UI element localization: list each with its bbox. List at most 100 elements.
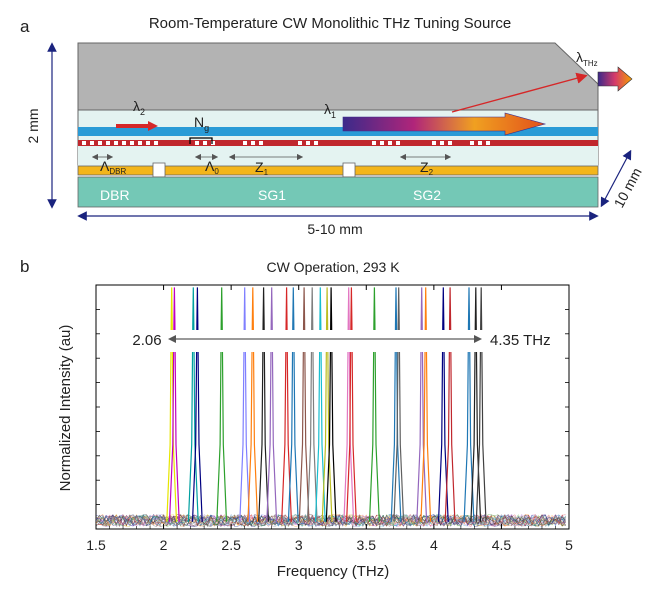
section-dbr-label: DBR <box>100 187 130 203</box>
lower-cladding <box>78 146 598 166</box>
grating-gap <box>486 141 490 145</box>
electrode-gap-2 <box>342 162 356 178</box>
grating-gap <box>138 141 142 145</box>
top-block <box>77 42 599 111</box>
panel-a-title: Room-Temperature CW Monolithic THz Tunin… <box>149 15 511 32</box>
grating-gap <box>470 141 474 145</box>
tuning-low-label: 2.06 <box>132 332 161 349</box>
peak-line <box>306 287 318 522</box>
peak-line <box>416 287 428 522</box>
peak-line <box>420 287 432 522</box>
noise-trace <box>95 513 566 528</box>
grating-gap <box>432 141 436 145</box>
section-sg1-label: SG1 <box>258 187 286 203</box>
grating-gaps <box>82 141 490 145</box>
grating-gap <box>298 141 302 145</box>
thz-emission-line <box>451 72 588 113</box>
grating-gap <box>106 141 110 145</box>
section-sg2-label: SG2 <box>413 187 441 203</box>
y-axis-ticks <box>96 308 569 506</box>
height-label: 2 mm <box>25 109 41 144</box>
x-axis-ticks: 1.5 2 2.5 3 3.5 4 4.5 5 <box>86 285 573 553</box>
grating-gap <box>130 141 134 145</box>
grating-gap <box>195 141 199 145</box>
peak-line <box>281 287 292 522</box>
peak-line <box>187 287 199 522</box>
grating-gap <box>243 141 247 145</box>
noise-floor <box>95 513 566 528</box>
lambda-dbr-label: ΛDBR <box>100 158 126 176</box>
grating-gap <box>259 141 263 145</box>
x-tick-label: 4.5 <box>492 537 512 553</box>
width-dimension-arrow <box>600 149 632 208</box>
peak-line <box>298 287 310 522</box>
peak-line <box>475 287 487 522</box>
x-tick-label: 4 <box>430 537 438 553</box>
x-tick-label: 3.5 <box>357 537 377 553</box>
grating-gap <box>90 141 94 145</box>
lambda1-beam <box>342 112 547 136</box>
noise-trace <box>95 513 566 527</box>
peak-line <box>463 287 475 522</box>
tuning-high-label: 4.35 THz <box>490 332 551 349</box>
grating-gap <box>314 141 318 145</box>
chart-title: CW Operation, 293 K <box>266 259 400 275</box>
grating-gap <box>380 141 384 145</box>
thz-output-arrow <box>597 66 633 92</box>
ng-bracket <box>189 137 213 144</box>
grating-gap <box>440 141 444 145</box>
noise-trace <box>95 513 566 528</box>
x-tick-label: 3 <box>295 537 303 553</box>
length-label: 5-10 mm <box>307 221 362 237</box>
ng-label: Ng <box>194 114 209 133</box>
grating-gap <box>82 141 86 145</box>
lambda-thz-label: λTHz <box>576 49 598 68</box>
peak-line <box>287 287 299 522</box>
grating-gap <box>372 141 376 145</box>
lambda0-label: Λ0 <box>205 158 219 176</box>
y-axis-label: Normalized Intensity (au) <box>57 325 74 492</box>
x-tick-label: 2.5 <box>221 537 241 553</box>
grating-layer <box>78 140 598 146</box>
grating-gap <box>448 141 452 145</box>
peak-line <box>393 287 405 522</box>
peak-line <box>368 287 380 522</box>
peak-line <box>321 287 333 522</box>
grating-gap <box>306 141 310 145</box>
grating-gap <box>122 141 126 145</box>
grating-gap <box>388 141 392 145</box>
grating-gap <box>98 141 102 145</box>
panel-a-label: a <box>20 17 30 36</box>
lambda2-arrow <box>116 121 158 131</box>
peak-line <box>191 287 203 522</box>
peak-line <box>470 287 482 522</box>
lambda2-label: λ2 <box>133 98 145 117</box>
tuning-range-backdrop <box>126 330 546 352</box>
x-tick-label: 2 <box>160 537 168 553</box>
peak-line <box>346 287 357 522</box>
grating-gap <box>251 141 255 145</box>
z2-label: Z2 <box>420 159 434 177</box>
peak-line <box>444 287 456 522</box>
electrode-gap-1 <box>152 162 166 178</box>
grating-gap <box>478 141 482 145</box>
width-label: 10 mm <box>610 165 644 210</box>
grating-gap <box>114 141 118 145</box>
waveguide-layer <box>78 127 598 136</box>
peak-line <box>168 287 180 522</box>
peak-line <box>239 287 251 522</box>
x-tick-label: 1.5 <box>86 537 106 553</box>
peak-line <box>266 287 278 522</box>
grating-gap <box>211 141 215 145</box>
substrate <box>77 176 599 208</box>
peak-line <box>437 287 449 522</box>
electrode-layer <box>77 165 599 176</box>
grating-gap <box>146 141 150 145</box>
grating-gap <box>203 141 207 145</box>
lambda1-label: λ1 <box>324 101 336 120</box>
spectral-peaks <box>166 287 487 522</box>
peak-line <box>314 287 326 522</box>
peak-line <box>247 287 259 522</box>
peak-line <box>325 287 337 522</box>
